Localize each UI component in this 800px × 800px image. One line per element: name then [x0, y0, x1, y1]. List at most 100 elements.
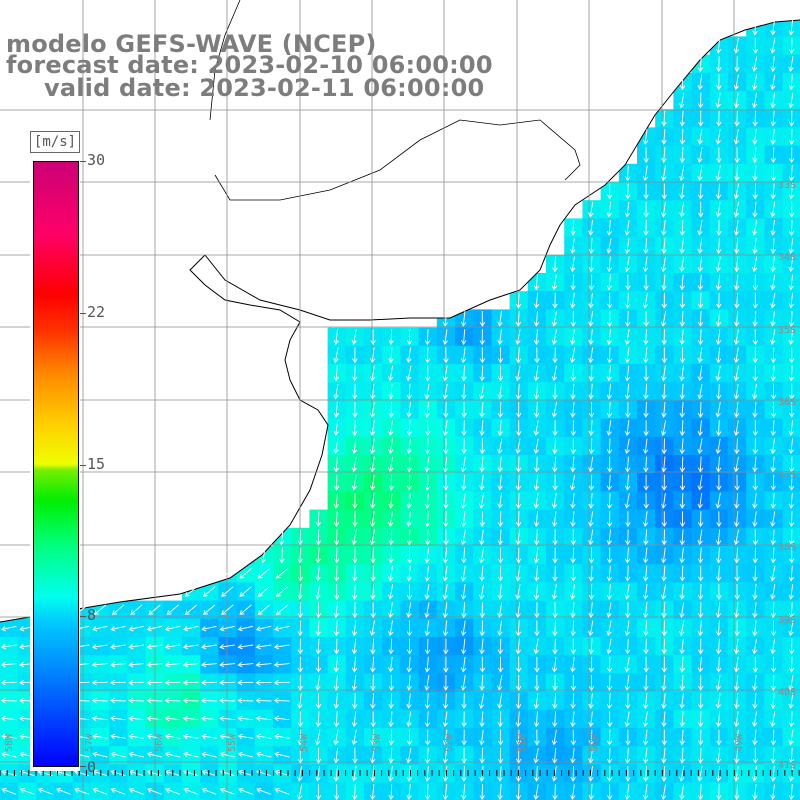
wind-arrow — [697, 474, 703, 491]
wind-arrow — [752, 656, 758, 673]
wind-arrow — [370, 602, 376, 619]
wind-arrow — [697, 784, 704, 800]
wind-arrow — [624, 656, 630, 673]
wind-arrow — [55, 787, 71, 795]
wind-arrow — [588, 347, 594, 364]
wind-arrow — [770, 492, 776, 509]
wind-arrow — [497, 656, 504, 673]
wind-arrow — [146, 733, 163, 740]
wind-arrow — [424, 656, 431, 673]
wind-arrow — [624, 456, 631, 473]
wind-arrow — [369, 529, 376, 546]
wind-arrow — [273, 679, 290, 686]
wind-arrow — [534, 347, 540, 364]
wind-arrow — [424, 347, 431, 364]
wind-arrow — [551, 274, 558, 291]
wind-arrow — [770, 256, 776, 273]
wind-arrow — [315, 584, 321, 600]
colorbar-tickmark — [80, 161, 86, 162]
wind-arrow — [715, 274, 722, 291]
wind-arrow — [533, 310, 540, 327]
wind-arrow — [624, 493, 630, 509]
wind-arrow — [788, 238, 794, 254]
wind-arrow — [182, 644, 199, 650]
wind-arrow — [570, 238, 576, 254]
wind-arrow — [643, 347, 649, 364]
wind-arrow — [442, 711, 448, 728]
wind-arrow — [606, 310, 613, 327]
wind-arrow — [679, 92, 685, 109]
wind-arrow — [716, 56, 722, 73]
wind-arrow — [370, 329, 376, 346]
wind-arrow — [679, 310, 685, 327]
wind-arrow — [624, 584, 630, 600]
wind-arrow — [515, 693, 522, 710]
wind-arrow — [164, 625, 181, 632]
wind-arrow — [255, 751, 272, 758]
border-line — [209, 0, 581, 201]
wind-arrow — [588, 547, 595, 564]
wind-arrow — [643, 420, 649, 437]
longitude-label: 53W — [372, 733, 383, 752]
wind-arrow — [752, 292, 758, 309]
wind-arrow — [515, 383, 522, 400]
wind-arrow — [315, 747, 322, 764]
wind-arrow — [661, 747, 667, 764]
wind-arrow — [1, 787, 17, 795]
wind-arrow — [533, 711, 540, 728]
wind-arrow — [110, 769, 126, 777]
wind-arrow — [643, 219, 649, 236]
wind-arrow — [406, 565, 412, 582]
wind-arrow — [461, 729, 467, 746]
wind-arrow — [642, 165, 649, 182]
wind-arrow — [442, 420, 448, 436]
wind-arrow — [497, 620, 503, 637]
wind-arrow — [661, 456, 667, 473]
wind-arrow — [697, 401, 704, 418]
wind-arrow — [570, 438, 576, 455]
wind-arrow — [697, 274, 704, 291]
wind-arrow — [351, 638, 358, 655]
wind-arrow — [273, 715, 290, 722]
wind-arrow — [552, 620, 558, 637]
wind-arrow — [388, 766, 394, 782]
wind-arrow — [315, 511, 321, 528]
wind-arrow — [425, 420, 431, 437]
wind-arrow — [716, 292, 722, 309]
wind-arrow — [387, 511, 394, 527]
wind-arrow — [752, 493, 758, 509]
wind-arrow — [716, 474, 722, 491]
wind-arrow — [333, 602, 339, 618]
wind-arrow — [751, 92, 758, 109]
wind-arrow — [478, 383, 485, 400]
wind-arrow — [442, 329, 449, 345]
wind-arrow — [588, 693, 594, 709]
wind-arrow — [516, 675, 522, 691]
wind-arrow — [661, 493, 667, 509]
wind-arrow — [315, 602, 322, 619]
wind-arrow — [515, 711, 522, 728]
wind-arrow — [351, 766, 357, 782]
colorbar-tickmark — [80, 616, 86, 617]
wind-arrow — [91, 751, 108, 758]
wind-arrow — [297, 620, 303, 637]
wind-arrow — [789, 402, 795, 418]
wind-arrow — [698, 110, 704, 127]
wind-arrow — [770, 693, 776, 710]
wind-arrow — [751, 638, 758, 655]
wind-arrow — [588, 511, 594, 527]
wind-arrow — [237, 715, 254, 722]
wind-arrow — [789, 201, 795, 218]
wind-arrow — [516, 747, 522, 764]
wind-arrow — [534, 620, 540, 637]
wind-arrow — [552, 711, 558, 728]
wind-arrow — [351, 620, 358, 637]
wind-arrow — [37, 787, 53, 795]
wind-arrow — [182, 751, 199, 758]
wind-arrow — [788, 438, 794, 455]
wind-arrow — [369, 420, 376, 436]
wind-arrow — [770, 165, 777, 182]
wind-arrow — [369, 620, 376, 637]
wind-arrow — [91, 697, 108, 704]
